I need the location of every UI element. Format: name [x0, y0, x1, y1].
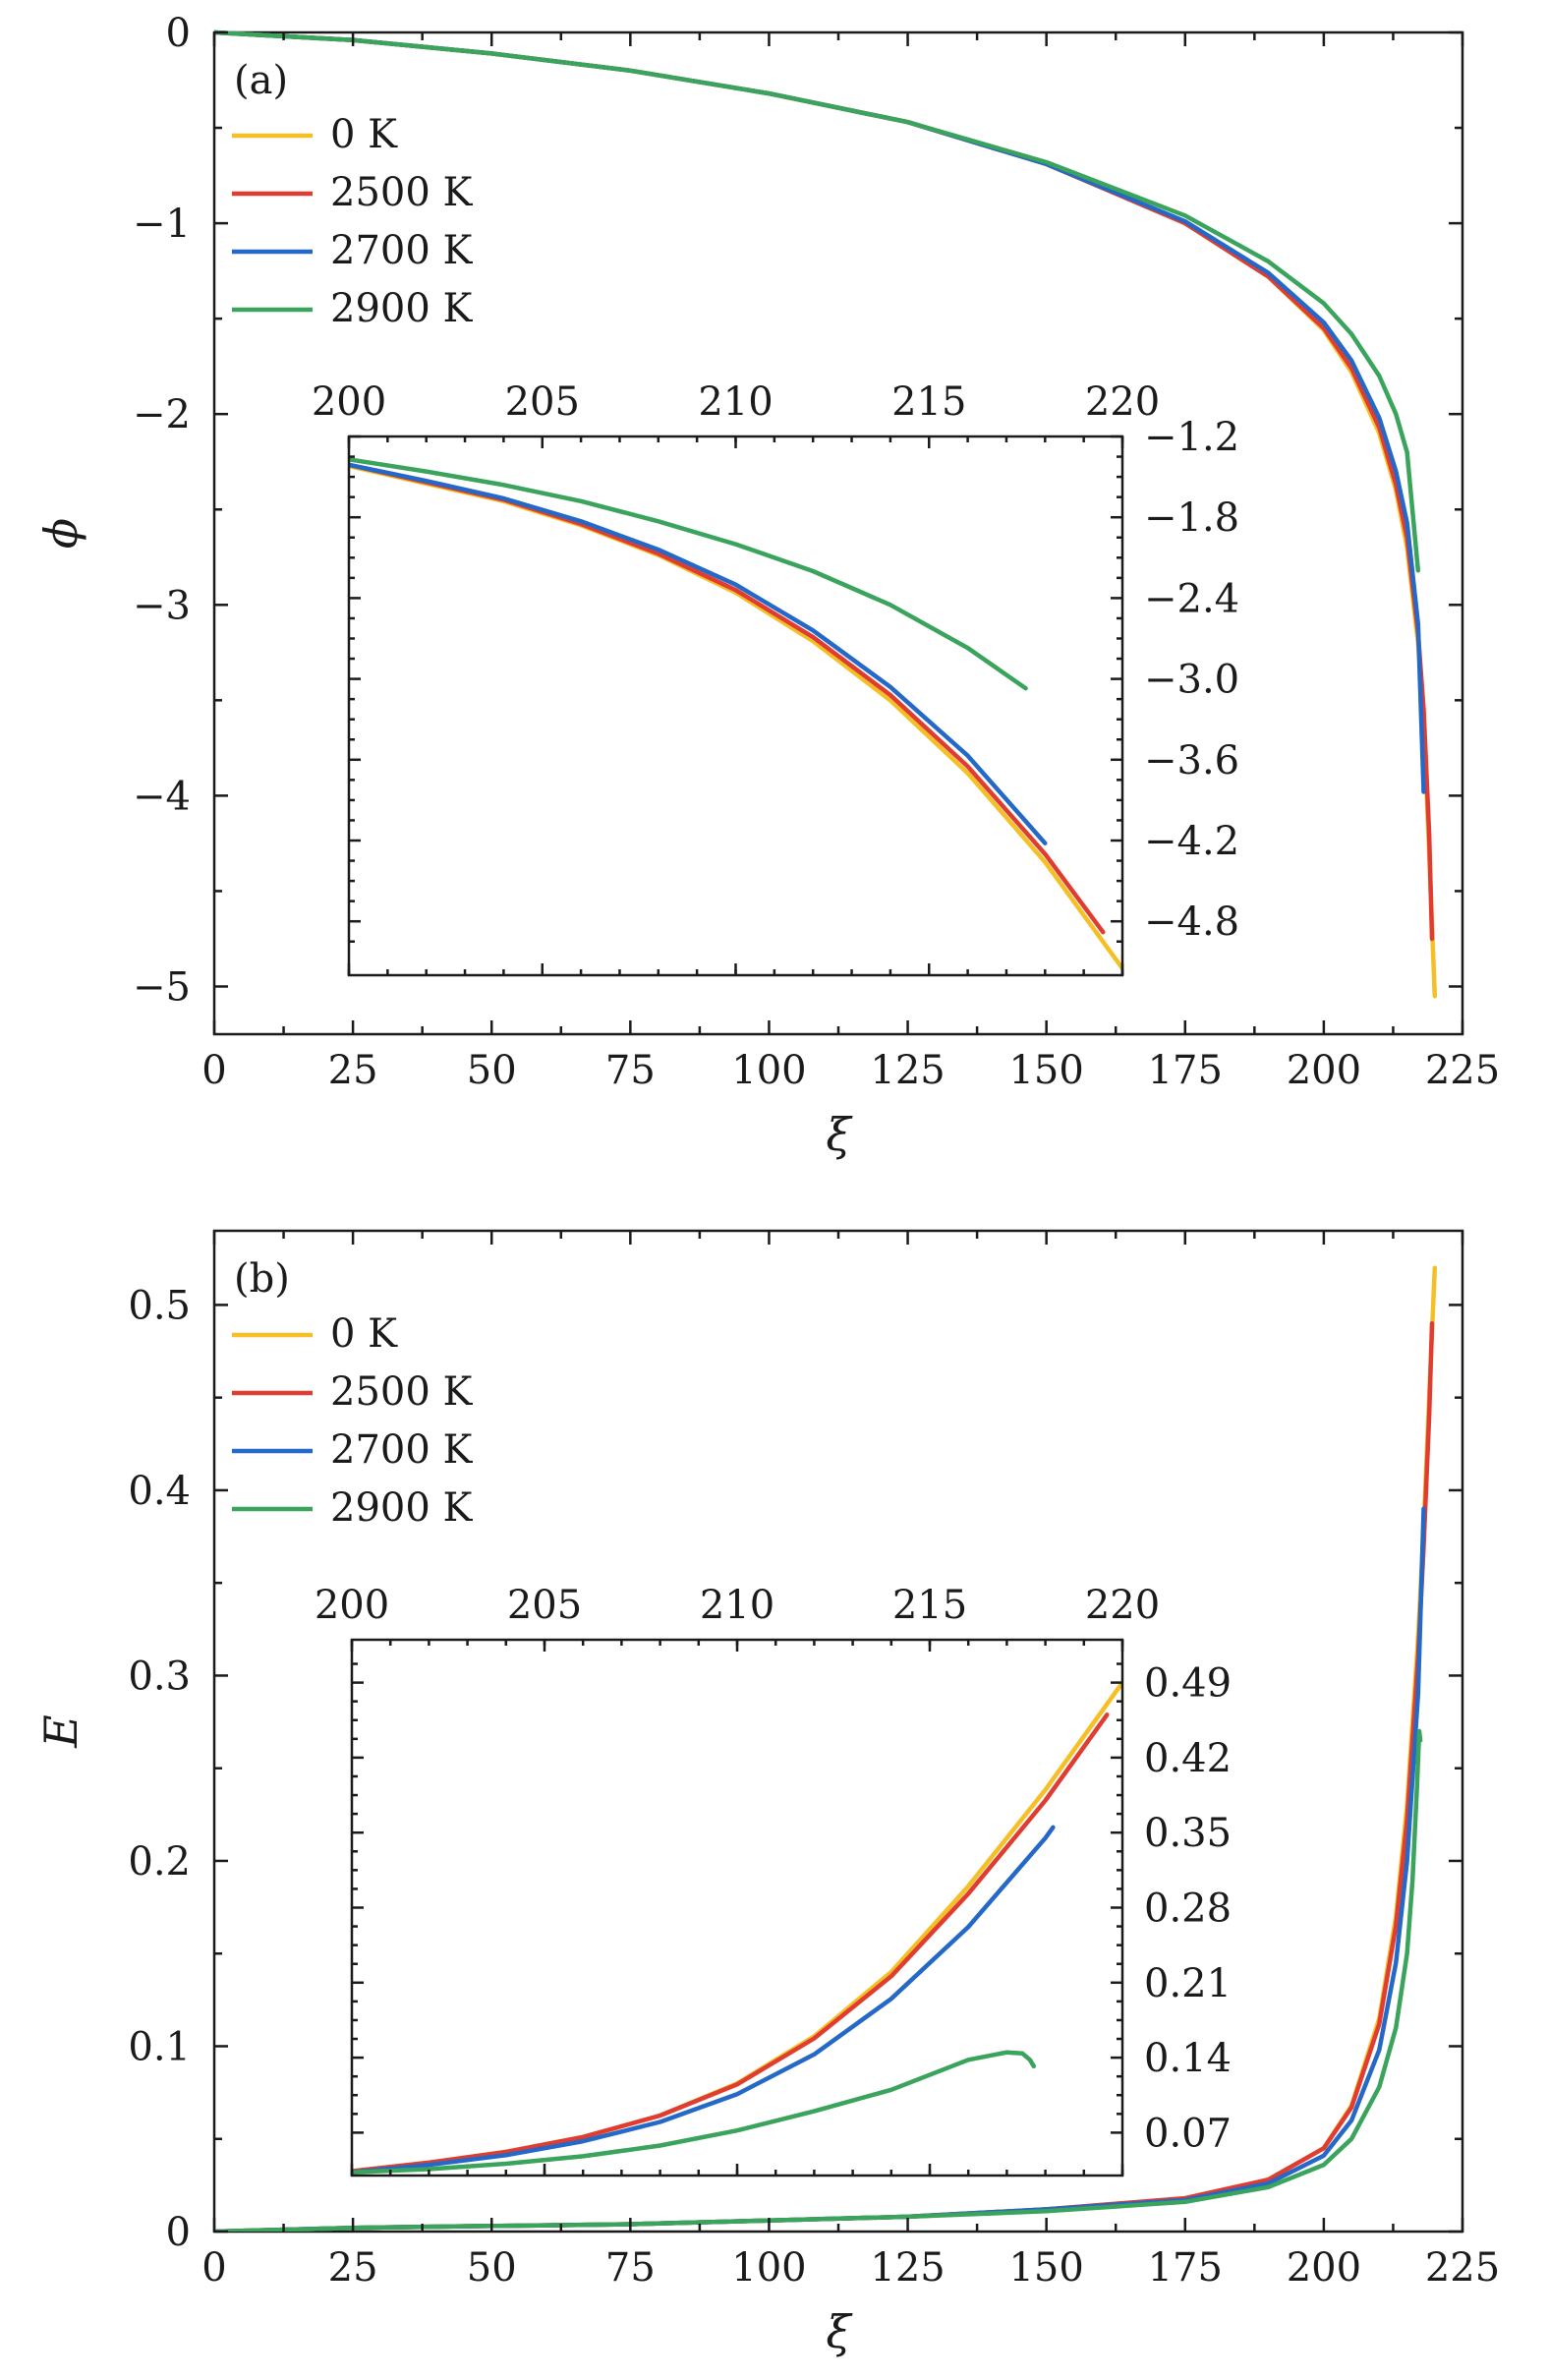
y-tick-label: 0.2 — [128, 1839, 191, 1885]
x-tick-label: 50 — [467, 2245, 517, 2291]
x-tick-label: 50 — [467, 1048, 517, 1093]
inset-y-tick-label: 0.21 — [1144, 1961, 1232, 2006]
y-tick-label: 0.4 — [128, 1469, 191, 1514]
inset-x-tick-label: 215 — [891, 379, 966, 425]
y-axis-label: ϕ — [34, 518, 87, 549]
y-tick-label: 0 — [166, 2210, 191, 2255]
inset: 200 205 210 215 220−1.2 −1.8 −2.4 −3.0 −3.6 −4.2 −… — [312, 379, 1239, 977]
legend-label-1: 2500 K — [330, 1369, 474, 1415]
legend-label-3: 2900 K — [330, 1485, 474, 1531]
series-line-3 — [214, 29, 1421, 573]
x-tick-label: 0 — [201, 1048, 226, 1093]
x-tick-label: 175 — [1148, 1048, 1223, 1093]
y-tick-label: −2 — [133, 392, 191, 437]
panel-E: 0 25 50 75 100 125 150 175 200 225 0 0.1 0.2 0.3 0.4 0.… — [34, 1229, 1500, 2358]
inset-series-group — [349, 457, 1122, 971]
inset-y-tick-label: −4.2 — [1144, 819, 1239, 864]
inset-y-tick-label: 0.42 — [1144, 1736, 1232, 1781]
x-tick-label: 75 — [605, 2245, 656, 2291]
inset-series-line-1 — [352, 1712, 1110, 2174]
x-axis-label: ξ — [826, 2305, 853, 2358]
legend-label-2: 2700 K — [330, 228, 474, 273]
y-tick-label: −5 — [133, 964, 191, 1010]
inset-series-line-2 — [349, 462, 1048, 845]
x-tick-label: 100 — [731, 1048, 806, 1093]
inset-y-tick-label: −2.4 — [1144, 576, 1239, 621]
legend: 0 K 2500 K 2700 K 2900 K — [232, 112, 474, 331]
inset-y-tick-label: −1.8 — [1144, 495, 1239, 541]
x-tick-label: 75 — [605, 1048, 656, 1093]
inset-x-tick-label: 220 — [1085, 1583, 1160, 1628]
inset-y-tick-label: 0.49 — [1144, 1661, 1232, 1707]
inset-x-tick-label: 205 — [507, 1583, 582, 1628]
panel-phi: 0 25 50 75 100 125 150 175 200 225 0 −1 −2 −3 −4 −5 ξ ϕ (a… — [34, 11, 1500, 1161]
y-tick-label: −4 — [133, 774, 191, 819]
inset: 200 205 210 215 220 0.07 0.14 0.21 0.28 0.35 0.42 0… — [315, 1583, 1232, 2177]
y-tick-label: −3 — [133, 583, 191, 628]
inset-y-tick-label: 0.28 — [1144, 1887, 1232, 1932]
inset-series-group — [352, 1680, 1122, 2175]
inset-series-line-3 — [349, 457, 1028, 691]
x-tick-label: 125 — [870, 2245, 945, 2291]
series-group — [214, 29, 1438, 999]
x-tick-label: 150 — [1008, 2245, 1083, 2291]
x-tick-label: 175 — [1148, 2245, 1223, 2291]
inset-background — [349, 436, 1122, 975]
x-tick-label: 225 — [1425, 2245, 1500, 2291]
inset-x-tick-label: 220 — [1085, 379, 1160, 425]
legend-label-3: 2900 K — [330, 286, 474, 331]
legend-label-0: 0 K — [330, 1311, 398, 1357]
inset-y-tick-label: −4.8 — [1144, 900, 1239, 945]
x-tick-label: 25 — [328, 2245, 378, 2291]
series-line-3 — [214, 1728, 1423, 2232]
y-tick-label: 0 — [166, 11, 191, 56]
inset-y-tick-label: −1.2 — [1144, 415, 1239, 460]
inset-y-tick-label: −3.0 — [1144, 658, 1239, 703]
inset-series-line-2 — [352, 1825, 1056, 2175]
panel-label: (a) — [234, 58, 288, 103]
x-tick-label: 200 — [1287, 2245, 1361, 2291]
series-group — [214, 1265, 1438, 2232]
inset-y-tick-label: 0.14 — [1144, 2036, 1232, 2081]
inset-y-tick-label: 0.35 — [1144, 1811, 1232, 1856]
y-tick-label: 0.1 — [128, 2024, 191, 2069]
x-tick-label: 225 — [1425, 1048, 1500, 1093]
y-tick-label: 0.5 — [128, 1283, 191, 1328]
panel-label: (b) — [234, 1256, 290, 1302]
inset-x-tick-label: 210 — [700, 1583, 774, 1628]
legend-label-0: 0 K — [330, 112, 398, 157]
inset-x-tick-label: 200 — [312, 379, 386, 425]
x-tick-label: 150 — [1008, 1048, 1083, 1093]
y-tick-label: −1 — [133, 202, 191, 247]
x-tick-label: 100 — [731, 2245, 806, 2291]
x-axis-label: ξ — [826, 1108, 853, 1161]
inset-y-tick-label: 0.07 — [1144, 2111, 1232, 2156]
x-tick-label: 125 — [870, 1048, 945, 1093]
x-tick-label: 0 — [201, 2245, 226, 2291]
y-axis-label: E — [34, 1714, 87, 1749]
x-tick-label: 25 — [328, 1048, 378, 1093]
legend-label-1: 2500 K — [330, 170, 474, 215]
inset-series-line-3 — [352, 2050, 1037, 2175]
legend-label-2: 2700 K — [330, 1427, 474, 1473]
legend: 0 K 2500 K 2700 K 2900 K — [232, 1311, 474, 1531]
inset-x-tick-label: 210 — [698, 379, 773, 425]
y-tick-label: 0.3 — [128, 1654, 191, 1699]
inset-x-tick-label: 200 — [315, 1583, 389, 1628]
inset-x-tick-label: 205 — [505, 379, 580, 425]
inset-x-tick-label: 215 — [892, 1583, 967, 1628]
inset-y-tick-label: −3.6 — [1144, 738, 1239, 784]
x-tick-label: 200 — [1287, 1048, 1361, 1093]
